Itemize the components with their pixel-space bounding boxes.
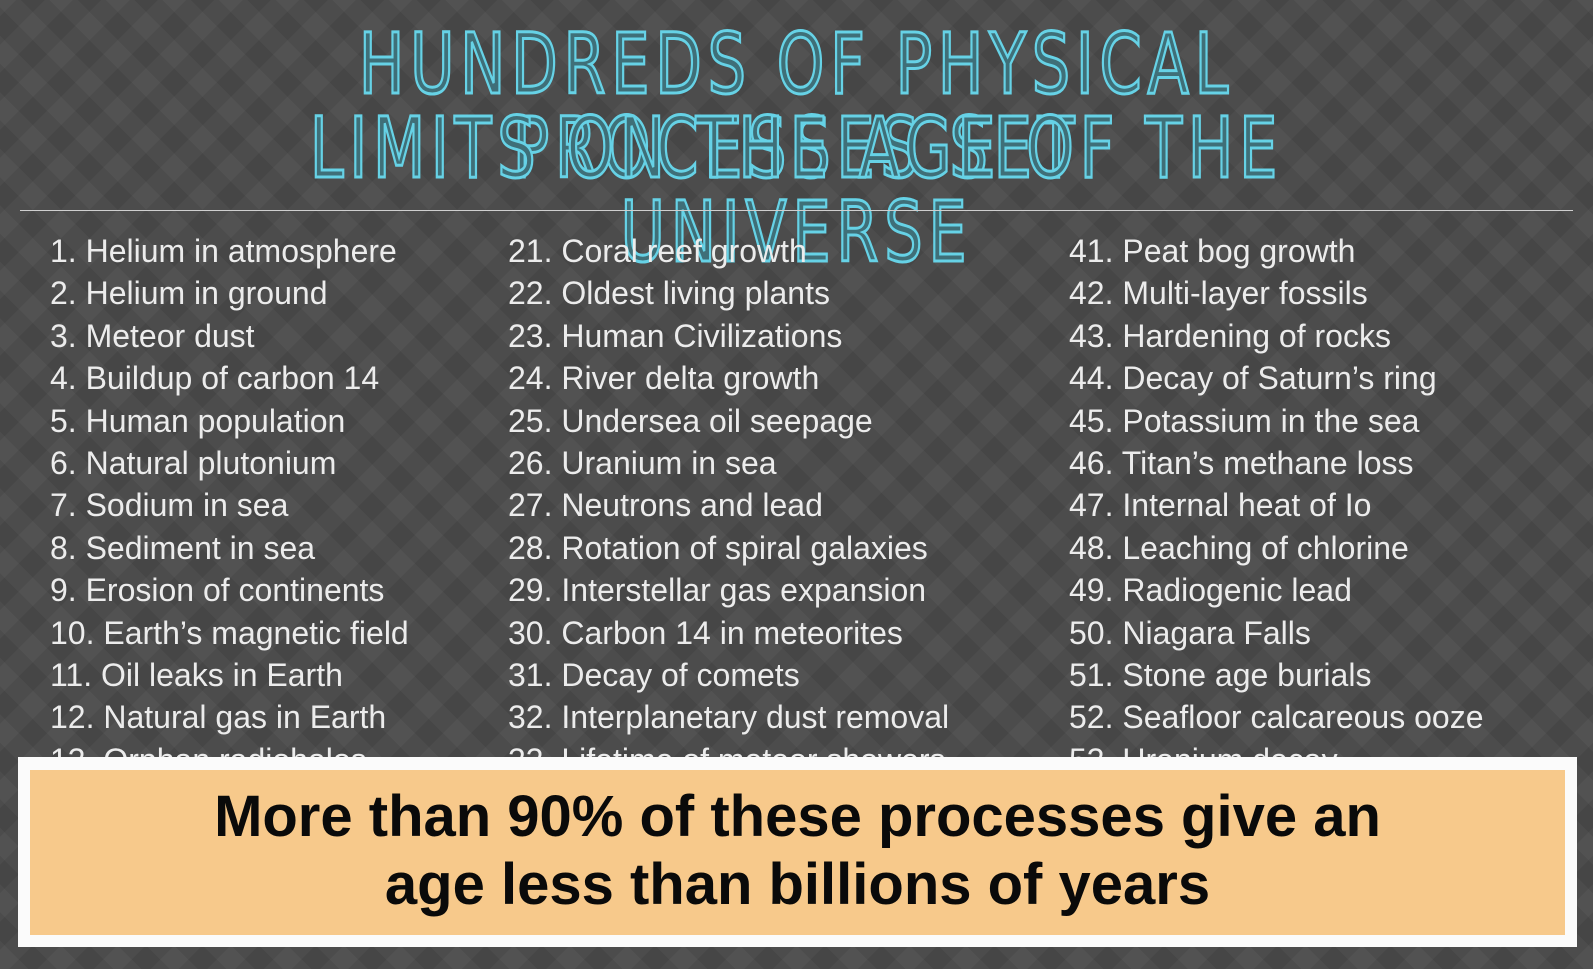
process-item: 31. Decay of comets bbox=[508, 657, 800, 693]
process-item: 21. Coral reef growth bbox=[508, 233, 807, 269]
process-item: 28. Rotation of spiral galaxies bbox=[508, 529, 928, 566]
process-item: 48. Leaching of chlorine bbox=[1069, 529, 1409, 566]
process-item: 26. Uranium in sea bbox=[508, 445, 777, 481]
process-item: 42. Multi-layer fossils bbox=[1069, 275, 1368, 312]
process-item: 47. Internal heat of Io bbox=[1069, 487, 1372, 524]
process-item: 9. Erosion of continents bbox=[50, 572, 385, 609]
process-item: 3. Meteor dust bbox=[50, 317, 255, 354]
process-item: 22. Oldest living plants bbox=[508, 275, 830, 312]
process-item: 10. Earth’s magnetic field bbox=[50, 614, 409, 651]
process-item: 12. Natural gas in Earth bbox=[50, 699, 387, 736]
process-item: 41. Peat bog growth bbox=[1069, 233, 1356, 269]
process-item: 6. Natural plutonium bbox=[50, 445, 337, 481]
process-item: 7. Sodium in sea bbox=[50, 487, 289, 524]
process-item: 1. Helium in atmosphere bbox=[50, 233, 397, 269]
process-item: 43. Hardening of rocks bbox=[1069, 317, 1391, 354]
callout-text: More than 90% of these processes give an bbox=[214, 784, 1381, 849]
process-item: 11. Oil leaks in Earth bbox=[50, 657, 343, 693]
process-item: 44. Decay of Saturn’s ring bbox=[1069, 360, 1437, 397]
process-item: 4. Buildup of carbon 14 bbox=[50, 360, 380, 397]
process-item: 8. Sediment in sea bbox=[50, 529, 316, 566]
callout-fill: More than 90% of these processes give an… bbox=[30, 770, 1565, 935]
process-item: 51. Stone age burials bbox=[1069, 657, 1372, 693]
process-item: 52. Seafloor calcareous ooze bbox=[1069, 699, 1484, 736]
process-item: 45. Potassium in the sea bbox=[1069, 402, 1420, 439]
process-item: 32. Interplanetary dust removal bbox=[508, 699, 950, 736]
process-item: 5. Human population bbox=[50, 402, 346, 439]
process-item: 29. Interstellar gas expansion bbox=[508, 572, 927, 609]
process-item: 2. Helium in ground bbox=[50, 275, 328, 312]
title-line: HUNDREDS OF PHYSICAL PROCESSES SET bbox=[358, 15, 1235, 197]
process-item: 30. Carbon 14 in meteorites bbox=[508, 614, 903, 651]
process-item: 49. Radiogenic lead bbox=[1069, 572, 1352, 609]
divider bbox=[20, 210, 1573, 211]
process-item: 27. Neutrons and lead bbox=[508, 487, 823, 524]
process-item: 46. Titan’s methane loss bbox=[1069, 445, 1414, 481]
callout-box: More than 90% of these processes give an… bbox=[18, 757, 1577, 947]
process-item: 23. Human Civilizations bbox=[508, 317, 843, 354]
process-item: 25. Undersea oil seepage bbox=[508, 402, 873, 439]
process-item: 24. River delta growth bbox=[508, 360, 820, 397]
title-line: LIMITS ON THE AGE OF THE UNIVERSE bbox=[309, 99, 1284, 281]
callout-text: age less than billions of years bbox=[384, 852, 1211, 917]
process-item: 50. Niagara Falls bbox=[1069, 614, 1311, 651]
